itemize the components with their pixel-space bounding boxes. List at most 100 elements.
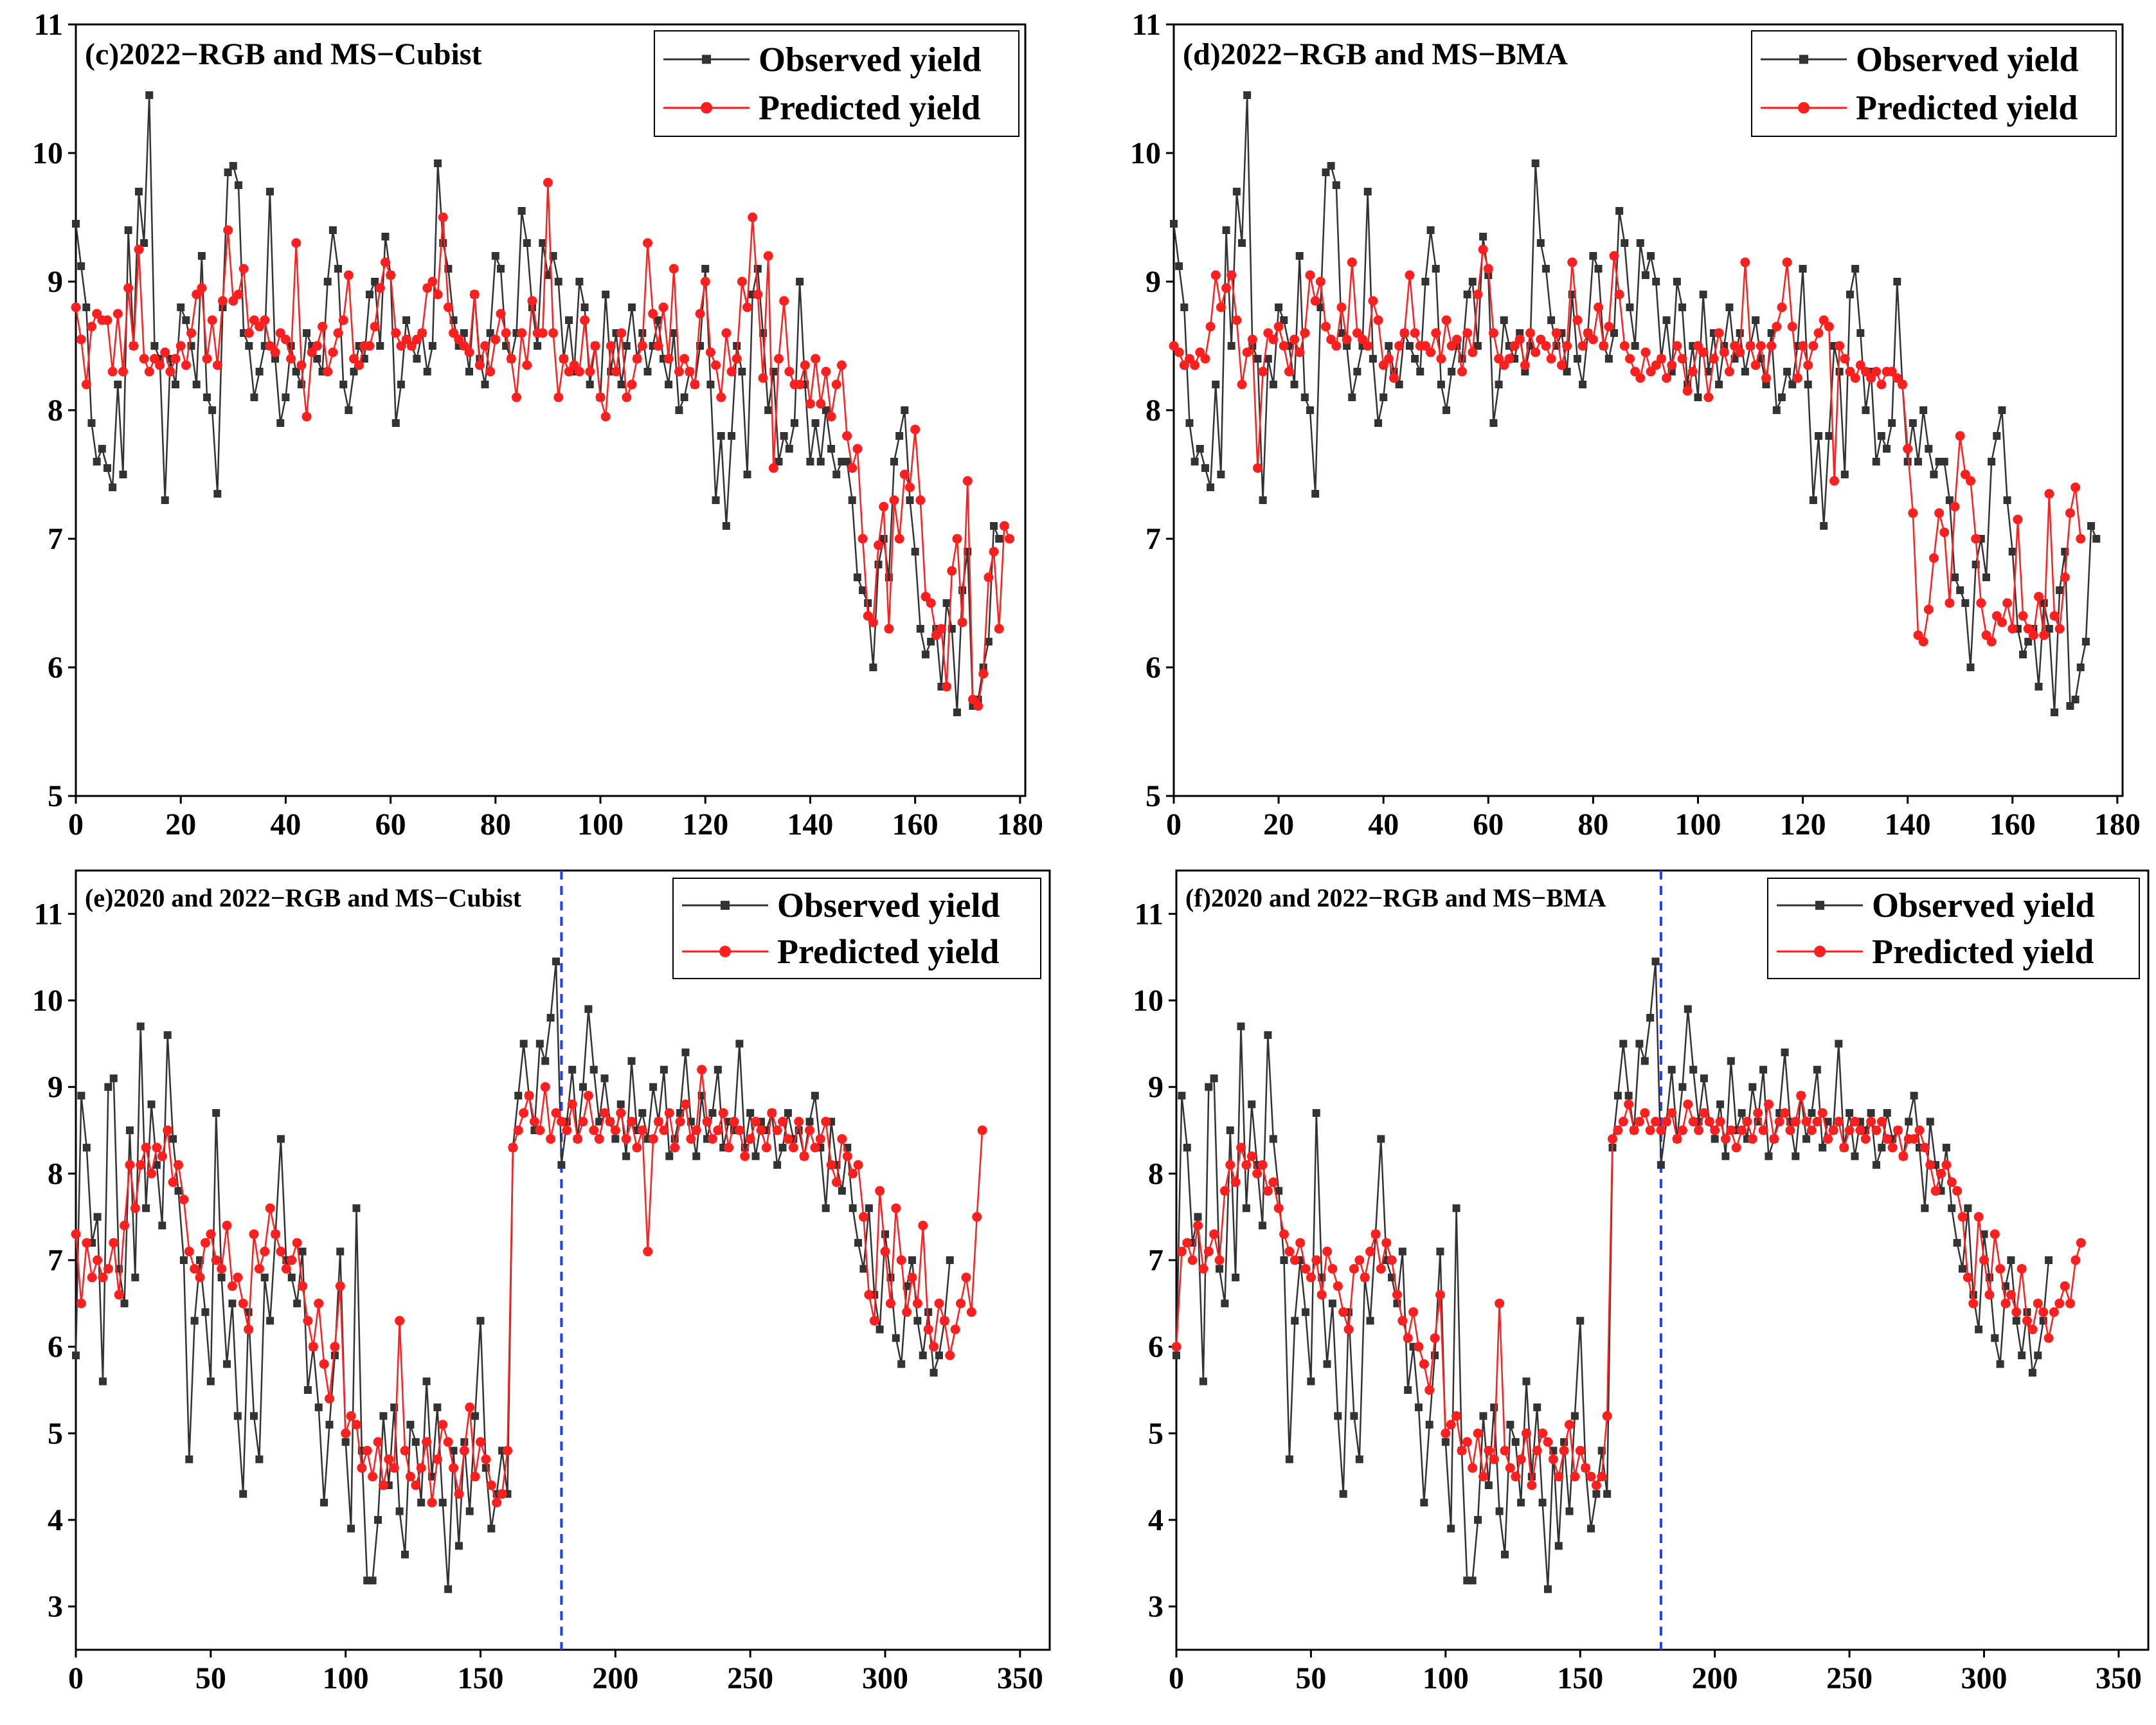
panel-e-observed-point <box>411 1438 420 1446</box>
panel-f-title: (f)2020 and 2022−RGB and MS−BMA <box>1185 883 1606 912</box>
panel-f-observed-point <box>1285 1455 1293 1463</box>
panel-c-legend-predicted-marker <box>701 102 712 114</box>
panel-c-observed-point <box>859 586 867 594</box>
panel-d-observed-point <box>1678 303 1687 311</box>
panel-c-predicted-point <box>427 276 438 287</box>
panel-c-observed-point <box>182 316 190 324</box>
panel-e-observed-point <box>336 1247 345 1256</box>
panel-f-predicted-point <box>1225 1160 1235 1170</box>
panel-c-predicted-point <box>962 476 973 486</box>
panel-d-predicted-point <box>1184 354 1194 364</box>
panel-d-predicted-point <box>1813 328 1824 338</box>
panel-e-predicted-point <box>346 1411 356 1421</box>
panel-e-predicted-point <box>680 1099 690 1110</box>
panel-c-observed-point <box>916 625 924 633</box>
panel-c-title: (c)2022−RGB and MS−Cubist <box>85 37 481 71</box>
panel-e-observed-point <box>158 1222 166 1230</box>
panel-e-predicted-point <box>200 1238 210 1248</box>
panel-f-observed-point <box>2023 1308 2031 1316</box>
panel-e-predicted-point <box>427 1497 437 1508</box>
panel-d-predicted-point <box>1426 347 1436 357</box>
panel-d-xtick-label: 100 <box>1675 808 1721 842</box>
panel-f-predicted-point <box>1468 1463 1478 1473</box>
panel-f-predicted-point <box>1661 1117 1671 1127</box>
panel-d-predicted-point <box>2049 611 2060 621</box>
panel-e-observed-point <box>924 1308 933 1316</box>
panel-d-observed-point <box>1772 406 1781 414</box>
panel-c-observed-point <box>654 316 662 324</box>
panel-d-predicted-point <box>1232 315 1242 325</box>
panel-e-observed-point <box>714 1065 722 1074</box>
panel-c-observed-point <box>109 483 117 491</box>
panel-f-predicted-point <box>1688 1117 1698 1127</box>
panel-e-predicted-point <box>368 1472 378 1482</box>
panel-f-predicted-point <box>1484 1445 1494 1456</box>
panel-d-observed-point <box>1704 368 1712 375</box>
panel-c-observed-point <box>119 471 127 478</box>
panel-f-predicted-point <box>1403 1333 1413 1343</box>
panel-f-observed-point <box>1506 1420 1514 1429</box>
panel-d-observed-point <box>1311 490 1320 498</box>
panel-c-predicted-point <box>391 328 401 338</box>
panel-f-observed-point <box>1398 1247 1406 1256</box>
panel-d-xtick-label: 40 <box>1368 808 1399 842</box>
panel-f-predicted-point <box>1360 1272 1370 1283</box>
panel-c-predicted-point <box>386 270 396 280</box>
panel-d-observed-point <box>2092 535 2101 543</box>
panel-e-predicted-point <box>492 1497 502 1508</box>
panel-e-predicted-point <box>411 1480 421 1490</box>
panel-d-predicted-point <box>1200 354 1210 364</box>
panel-e-predicted-point <box>573 1133 583 1144</box>
panel-e-predicted-point <box>837 1133 847 1144</box>
panel-f-predicted-point <box>1946 1177 1957 1188</box>
panel-d-predicted-point <box>2034 592 2044 602</box>
panel-c-predicted-point <box>343 270 354 280</box>
panel-e-predicted-point <box>858 1212 868 1222</box>
panel-e-observed-point <box>584 1005 593 1013</box>
panel-d-observed-point <box>1788 381 1797 388</box>
panel-e-predicted-point <box>659 1125 669 1135</box>
panel-c-predicted-point <box>118 366 128 377</box>
panel-f-observed-point <box>1414 1403 1423 1411</box>
panel-f-observed-point <box>1355 1455 1363 1463</box>
panel-f-observed-point <box>1921 1204 1929 1213</box>
panel-d-predicted-point <box>1473 289 1483 300</box>
panel-e-legend-predicted-label: Predicted yield <box>777 932 999 971</box>
panel-f-predicted-point <box>1914 1125 1925 1135</box>
panel-d-predicted-point <box>1531 347 1541 357</box>
panel-f-observed-point <box>1533 1403 1541 1411</box>
panel-f-predicted-point <box>1683 1099 1693 1110</box>
panel-f-predicted-point <box>1387 1255 1397 1265</box>
panel-c-observed-point <box>785 445 793 453</box>
panel-e-predicted-point <box>260 1247 270 1257</box>
panel-c-ytick-label: 7 <box>48 522 63 556</box>
panel-f-observed-point <box>1910 1092 1918 1100</box>
panel-e-predicted-point <box>173 1160 183 1170</box>
panel-e-predicted-point <box>265 1203 275 1213</box>
panel-e-predicted-point <box>513 1125 523 1135</box>
panel-f-predicted-point <box>2038 1307 2049 1317</box>
panel-d-xtick-label: 120 <box>1780 808 1826 842</box>
panel-f-predicted-point <box>1629 1125 1639 1135</box>
panel-e-predicted-point <box>454 1489 464 1499</box>
panel-c-predicted-point <box>711 360 721 370</box>
panel-d-observed-point <box>1626 303 1634 311</box>
panel-d-predicted-point <box>1562 341 1572 351</box>
panel-d-observed-point <box>1820 522 1828 530</box>
panel-e-observed-point <box>849 1204 857 1213</box>
panel-c-predicted-point <box>129 341 139 351</box>
panel-f-predicted-point <box>1365 1247 1376 1257</box>
panel-c-observed-point <box>255 368 264 375</box>
panel-c-observed-point <box>77 262 85 270</box>
panel-e-predicted-point <box>276 1247 286 1257</box>
panel-f-xtick-label: 350 <box>2096 1661 2142 1695</box>
panel-c-ytick-label: 10 <box>32 136 63 170</box>
panel-e-observed-point <box>471 1412 480 1420</box>
panel-f-predicted-point <box>1435 1290 1445 1300</box>
panel-f-predicted-point <box>1257 1160 1268 1170</box>
panel-c-predicted-point <box>585 366 595 377</box>
panel-d-predicted-point <box>1672 341 1682 351</box>
panel-f-observed-point <box>1302 1308 1310 1316</box>
panel-f-observed-point <box>1221 1299 1229 1308</box>
panel-f-observed-point <box>1500 1550 1509 1558</box>
